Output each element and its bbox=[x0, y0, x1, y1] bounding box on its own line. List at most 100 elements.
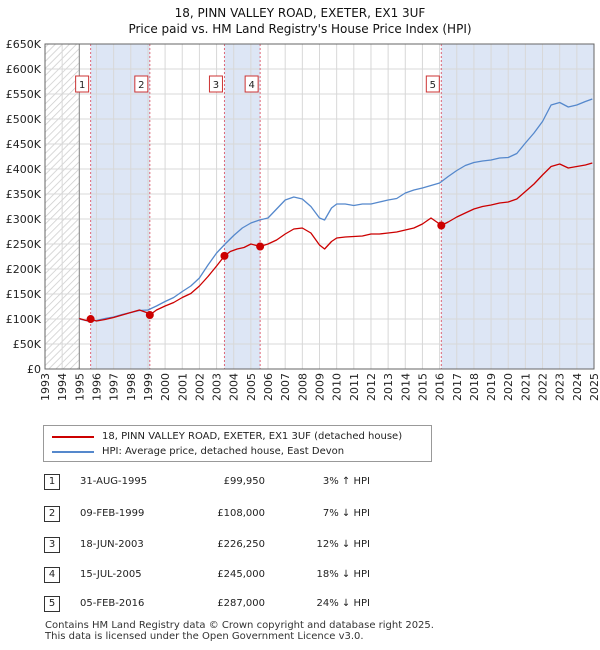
x-tick-label: 2024 bbox=[571, 373, 584, 401]
x-tick-label: 2020 bbox=[502, 373, 515, 401]
x-tick-label: 2022 bbox=[537, 373, 550, 401]
sale-number-badge: 4 bbox=[44, 567, 60, 583]
sale-price: £245,000 bbox=[217, 569, 265, 580]
shaded-range bbox=[441, 44, 594, 369]
legend-swatch-property bbox=[52, 436, 94, 438]
y-tick-label: £0 bbox=[27, 363, 41, 376]
y-tick-label: £100K bbox=[6, 313, 42, 326]
sale-point bbox=[86, 315, 95, 324]
sale-row-3: 3 18-JUN-2003 £226,250 12% ↓ HPI bbox=[0, 536, 600, 554]
footer: Contains HM Land Registry data © Crown c… bbox=[45, 620, 585, 642]
x-tick-label: 2004 bbox=[228, 373, 241, 401]
sale-date: 18-JUN-2003 bbox=[80, 539, 144, 550]
sale-number-badge: 3 bbox=[44, 537, 60, 553]
sale-number-badge: 5 bbox=[44, 596, 60, 612]
footer-licence: This data is licensed under the Open Gov… bbox=[45, 631, 364, 642]
sale-number-badge: 2 bbox=[44, 506, 60, 522]
x-tick-label: 2013 bbox=[382, 373, 395, 401]
sale-date: 09-FEB-1999 bbox=[80, 508, 145, 519]
legend-label-property: 18, PINN VALLEY ROAD, EXETER, EX1 3UF (d… bbox=[102, 431, 403, 442]
x-tick-label: 1996 bbox=[90, 373, 103, 401]
x-tick-label: 2010 bbox=[331, 373, 344, 401]
y-tick-label: £50K bbox=[13, 338, 42, 351]
y-tick-label: £500K bbox=[6, 113, 42, 126]
y-tick-label: £300K bbox=[6, 213, 42, 226]
y-tick-label: £350K bbox=[6, 188, 42, 201]
plot-frame bbox=[44, 43, 595, 370]
footer-copyright: Contains HM Land Registry data © Crown c… bbox=[45, 620, 434, 631]
y-tick-label: £400K bbox=[6, 163, 42, 176]
x-tick-label: 2023 bbox=[554, 373, 567, 401]
x-tick-label: 2018 bbox=[468, 373, 481, 401]
legend: 18, PINN VALLEY ROAD, EXETER, EX1 3UF (d… bbox=[43, 425, 432, 462]
sale-price: £287,000 bbox=[217, 598, 265, 609]
sale-marker-box bbox=[208, 75, 223, 93]
sale-date: 31-AUG-1995 bbox=[80, 476, 148, 487]
sale-date: 05-FEB-2016 bbox=[80, 598, 145, 609]
sale-marker-box bbox=[244, 75, 259, 93]
sale-marker-label: 4 bbox=[248, 80, 254, 91]
x-tick-label: 2002 bbox=[193, 373, 206, 401]
y-tick-label: £250K bbox=[6, 238, 42, 251]
x-tick-label: 1997 bbox=[108, 373, 121, 401]
x-tick-label: 2001 bbox=[176, 373, 189, 401]
y-tick-label: £150K bbox=[6, 288, 42, 301]
x-tick-label: 2000 bbox=[159, 373, 172, 401]
y-tick-label: £650K bbox=[6, 38, 42, 51]
x-tick-label: 2009 bbox=[314, 373, 327, 401]
sale-price: £99,950 bbox=[223, 476, 265, 487]
x-tick-label: 2021 bbox=[519, 373, 532, 401]
x-tick-label: 2015 bbox=[416, 373, 429, 401]
y-tick-label: £200K bbox=[6, 263, 42, 276]
sale-number-badge: 1 bbox=[44, 474, 60, 490]
x-tick-label: 1998 bbox=[125, 373, 138, 401]
sale-marker-box bbox=[134, 75, 149, 93]
sales-table: 1 31-AUG-1995 £99,950 3% ↑ HPI 2 09-FEB-… bbox=[0, 470, 600, 615]
sale-price: £108,000 bbox=[217, 508, 265, 519]
y-tick-label: £550K bbox=[6, 88, 42, 101]
hpi-line bbox=[79, 98, 593, 322]
x-tick-label: 2007 bbox=[279, 373, 292, 401]
x-tick-label: 2017 bbox=[451, 373, 464, 401]
sale-row-2: 2 09-FEB-1999 £108,000 7% ↓ HPI bbox=[0, 505, 600, 523]
sale-marker-label: 1 bbox=[79, 80, 85, 91]
y-tick-label: £450K bbox=[6, 138, 42, 151]
sale-hpi-diff: 12% ↓ HPI bbox=[316, 539, 370, 550]
title-block: 18, PINN VALLEY ROAD, EXETER, EX1 3UF Pr… bbox=[0, 5, 600, 37]
sale-marker-box bbox=[425, 75, 440, 93]
sale-hpi-diff: 24% ↓ HPI bbox=[316, 598, 370, 609]
sale-point bbox=[220, 251, 229, 260]
sale-row-4: 4 15-JUL-2005 £245,000 18% ↓ HPI bbox=[0, 566, 600, 584]
sale-date: 15-JUL-2005 bbox=[80, 569, 142, 580]
sale-row-1: 1 31-AUG-1995 £99,950 3% ↑ HPI bbox=[0, 473, 600, 491]
sale-marker-box bbox=[75, 75, 90, 93]
x-tick-label: 2025 bbox=[588, 373, 600, 401]
x-tick-label: 2008 bbox=[296, 373, 309, 401]
x-tick-label: 2006 bbox=[262, 373, 275, 401]
chart-title: 18, PINN VALLEY ROAD, EXETER, EX1 3UF bbox=[174, 6, 426, 20]
x-tick-label: 2019 bbox=[485, 373, 498, 401]
property-line bbox=[79, 162, 593, 322]
price-chart: 1 2 3 4 5 £0 £50K £100K £150K £200K £250K £300K £350… bbox=[6, 38, 600, 401]
x-tick-label: 1993 bbox=[39, 373, 52, 401]
x-tick-label: 1994 bbox=[56, 373, 69, 401]
sale-point bbox=[437, 221, 446, 230]
x-tick-label: 2011 bbox=[348, 373, 361, 401]
x-tick-label: 2012 bbox=[365, 373, 378, 401]
legend-label-hpi: HPI: Average price, detached house, East… bbox=[102, 446, 345, 457]
sale-hpi-diff: 18% ↓ HPI bbox=[316, 569, 370, 580]
shaded-range bbox=[224, 44, 261, 369]
sale-marker-label: 3 bbox=[213, 80, 219, 91]
x-tick-label: 2003 bbox=[211, 373, 224, 401]
x-tick-label: 2014 bbox=[399, 373, 412, 401]
y-tick-label: £600K bbox=[6, 63, 42, 76]
chart-subtitle: Price paid vs. HM Land Registry's House … bbox=[128, 22, 472, 36]
sale-marker-label: 5 bbox=[430, 80, 436, 91]
sale-price: £226,250 bbox=[217, 539, 265, 550]
legend-swatch-hpi bbox=[52, 451, 94, 453]
x-tick-label: 1995 bbox=[73, 373, 86, 401]
sale-point bbox=[145, 311, 154, 319]
x-tick-label: 2016 bbox=[434, 373, 447, 401]
sale-row-5: 5 05-FEB-2016 £287,000 24% ↓ HPI bbox=[0, 595, 600, 613]
